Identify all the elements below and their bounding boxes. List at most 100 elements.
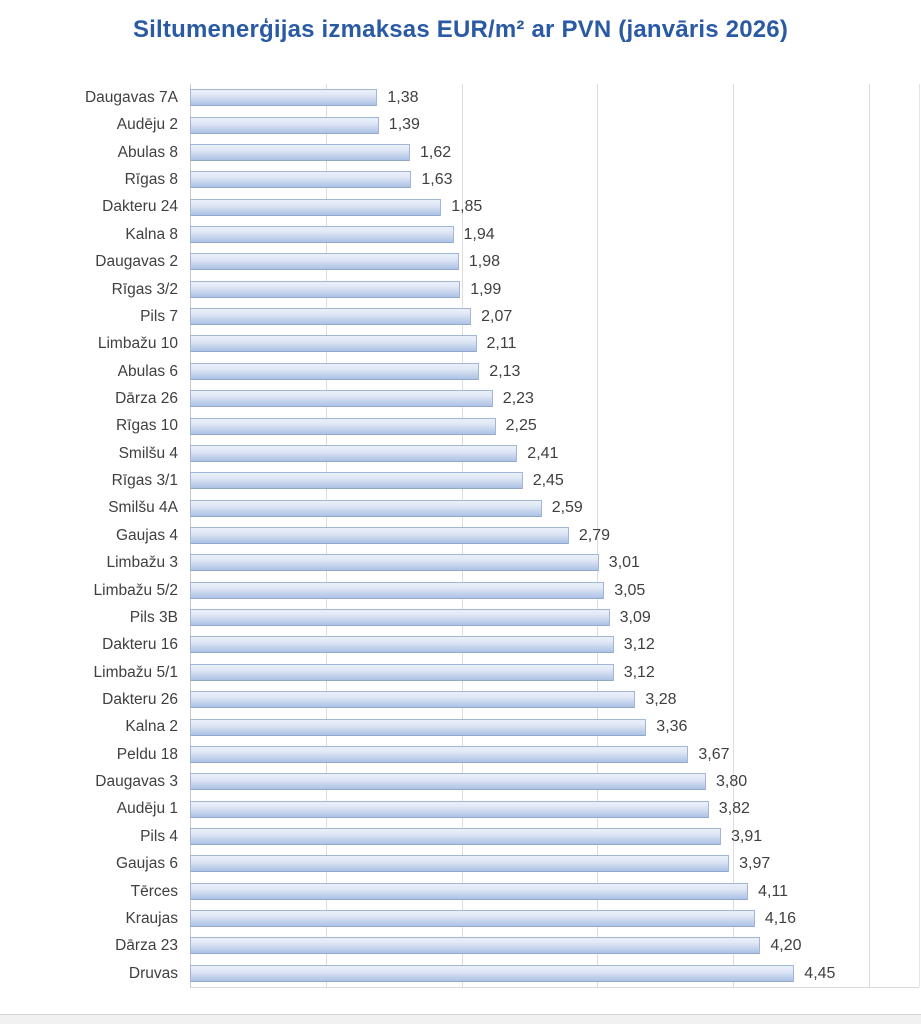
bar-row: Audēju 1 3,82 — [0, 795, 921, 822]
bar-row: Druvas 4,45 — [0, 960, 921, 987]
bar-row: Smilšu 4A 2,59 — [0, 494, 921, 521]
bar — [190, 116, 379, 134]
value-label: 3,80 — [716, 773, 748, 791]
category-label: Daugavas 7A — [84, 89, 178, 106]
category-label: Tērces — [130, 882, 178, 900]
value-label: 1,85 — [451, 198, 483, 216]
category-label: Limbažu 10 — [97, 335, 178, 353]
bar — [190, 89, 378, 107]
bar — [190, 444, 518, 462]
bar — [190, 663, 614, 681]
bar-row: Limbažu 5/1 3,12 — [0, 659, 921, 686]
bar — [190, 253, 459, 271]
bar-row: Rīgas 3/1 2,45 — [0, 467, 921, 494]
value-label: 3,01 — [608, 554, 640, 572]
plot-right-border — [919, 84, 920, 987]
value-label: 3,28 — [645, 691, 677, 708]
category-label: Pils 3B — [129, 608, 178, 626]
bar-row: Pils 3B 3,09 — [0, 604, 921, 631]
category-label: Rīgas 3/2 — [111, 280, 178, 298]
category-label: Smilšu 4A — [108, 499, 178, 517]
value-label: 1,39 — [388, 116, 420, 134]
bar — [190, 417, 496, 435]
bar-row: Limbažu 10 2,11 — [0, 330, 921, 357]
bar-row: Rīgas 8 1,63 — [0, 166, 921, 193]
category-label: Peldu 18 — [116, 745, 178, 763]
category-label: Dakteru 26 — [102, 691, 178, 708]
category-label: Limbažu 5/2 — [93, 581, 178, 599]
value-label: 1,62 — [420, 143, 452, 161]
category-label: Pils 4 — [140, 827, 178, 845]
value-label: 1,63 — [421, 171, 453, 189]
bar — [190, 882, 749, 900]
bar — [190, 472, 523, 490]
value-label: 2,25 — [505, 417, 537, 435]
bar — [190, 390, 493, 408]
value-label: 2,45 — [532, 472, 564, 490]
bar-row: Dārza 26 2,23 — [0, 385, 921, 412]
category-label: Abulas 8 — [117, 143, 178, 161]
bar-row: Kraujas 4,16 — [0, 905, 921, 932]
bar-row: Pils 7 2,07 — [0, 303, 921, 330]
value-label: 2,11 — [486, 335, 517, 353]
bar-row: Dārza 23 4,20 — [0, 932, 921, 959]
value-label: 3,12 — [623, 636, 655, 654]
value-label: 1,98 — [468, 253, 501, 271]
category-label: Kalna 8 — [125, 225, 178, 243]
bar — [190, 499, 542, 517]
value-label: 3,67 — [698, 745, 730, 763]
bar-row: Limbažu 5/2 3,05 — [0, 577, 921, 604]
value-axis-baseline — [190, 987, 919, 988]
category-label: Abulas 6 — [117, 362, 178, 380]
bar-row: Dakteru 24 1,85 — [0, 193, 921, 220]
bar-row: Dakteru 26 3,28 — [0, 686, 921, 713]
category-label: Kalna 2 — [125, 718, 178, 736]
value-label: 2,13 — [489, 362, 521, 380]
value-label: 3,12 — [623, 663, 655, 681]
bar — [190, 171, 412, 189]
value-label: 4,45 — [804, 964, 836, 982]
bar — [190, 827, 721, 845]
value-label: 2,41 — [527, 444, 559, 462]
value-label: 4,16 — [764, 909, 797, 927]
category-label: Dakteru 16 — [102, 636, 178, 654]
bar-row: Gaujas 4 2,79 — [0, 522, 921, 549]
value-label: 3,09 — [619, 608, 651, 626]
bar — [190, 362, 480, 380]
value-label: 1,94 — [463, 225, 495, 243]
bar-row: Audēju 2 1,39 — [0, 111, 921, 138]
bar — [190, 308, 472, 326]
category-label: Druvas — [128, 964, 178, 982]
category-label: Daugavas 3 — [95, 773, 178, 791]
category-label: Dārza 23 — [115, 937, 178, 955]
bar — [190, 554, 599, 572]
category-label: Daugavas 2 — [95, 253, 178, 271]
category-label: Audēju 1 — [116, 800, 178, 818]
category-label: Rīgas 3/1 — [111, 472, 178, 490]
bar — [190, 773, 706, 791]
value-label: 2,07 — [481, 307, 513, 325]
value-label: 2,23 — [502, 390, 534, 407]
bar-row: Peldu 18 3,67 — [0, 741, 921, 768]
chart-title: Siltumenerģijas izmaksas EUR/m² ar PVN (… — [132, 16, 789, 43]
gridline-3 — [597, 84, 599, 987]
bar — [190, 143, 410, 161]
bar-row: Limbažu 3 3,01 — [0, 549, 921, 576]
bar-row: Tērces 4,11 — [0, 878, 921, 905]
category-label: Smilšu 4 — [118, 444, 178, 462]
value-label: 1,38 — [387, 89, 419, 106]
value-label: 3,05 — [614, 581, 646, 599]
bar-row: Gaujas 6 3,97 — [0, 850, 921, 877]
bar-row: Daugavas 2 1,98 — [0, 248, 921, 275]
bar — [190, 800, 709, 818]
category-label: Limbažu 3 — [106, 554, 178, 572]
bar — [190, 718, 647, 736]
bar-row: Abulas 8 1,62 — [0, 139, 921, 166]
category-label: Dārza 26 — [115, 390, 178, 407]
bar-row: Kalna 2 3,36 — [0, 713, 921, 740]
category-label: Kraujas — [125, 909, 178, 927]
category-label: Rīgas 10 — [115, 417, 178, 435]
value-label: 1,99 — [470, 280, 502, 298]
bar — [190, 855, 730, 873]
